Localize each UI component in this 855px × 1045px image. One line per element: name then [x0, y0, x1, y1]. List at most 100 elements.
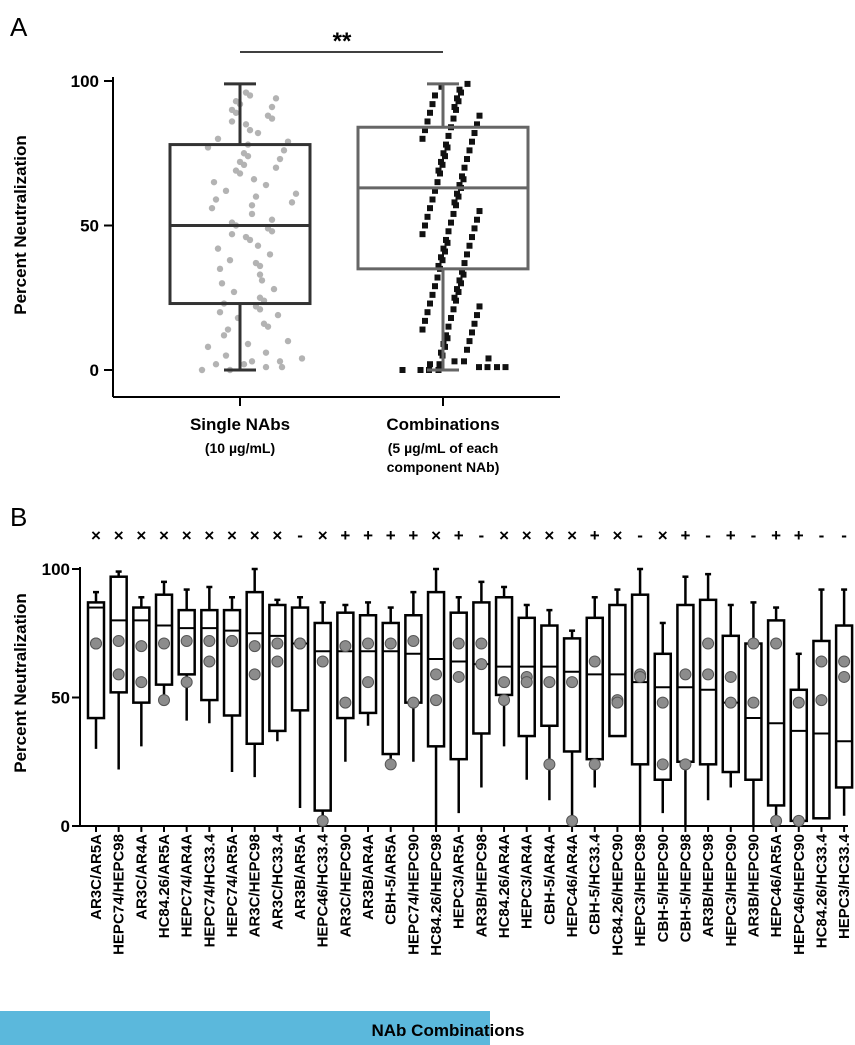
single-nab-point — [280, 147, 288, 154]
combination-point — [432, 187, 438, 194]
combination-point — [474, 312, 480, 319]
component-point — [294, 637, 307, 650]
panel-b-x-label: CBH-5/HC33.4 — [587, 833, 604, 935]
box-iqr — [789, 688, 809, 823]
component-point — [747, 637, 760, 650]
single-nab-point — [218, 280, 226, 287]
single-nab-point — [260, 320, 268, 327]
panel-a-category-label: Single NAbs — [190, 415, 290, 434]
panel-b-x-label: HEPC74/HEPC98 — [111, 834, 128, 955]
combination-point — [450, 210, 457, 217]
panel-b-x-label: HEPC46/HC33.4 — [315, 833, 332, 947]
combination-point — [422, 317, 428, 324]
component-point — [135, 640, 148, 653]
single-nab-point — [226, 256, 234, 264]
significance-label: ** — [333, 28, 352, 55]
panel-b-x-label: HC84.26/HEPC90 — [609, 834, 626, 956]
component-point — [316, 655, 329, 668]
single-nab-point — [248, 358, 256, 365]
significance-symbol: × — [114, 526, 124, 545]
component-point — [407, 696, 420, 709]
combination-point — [427, 361, 433, 368]
panel-b-x-label: HEPC46/AR4A — [564, 834, 581, 938]
significance-symbol: × — [227, 526, 237, 545]
significance-symbol: + — [680, 526, 690, 545]
significance-symbol: × — [182, 526, 192, 545]
combination-point — [424, 118, 431, 125]
panel-a-boxes — [168, 82, 530, 372]
component-point — [430, 694, 443, 707]
combination-point — [429, 291, 436, 298]
significance-symbol: + — [590, 526, 600, 545]
single-nab-point — [220, 332, 228, 339]
combination-point — [435, 167, 442, 174]
component-point — [475, 658, 488, 671]
single-nab-point — [262, 349, 270, 356]
box-iqr — [245, 590, 264, 746]
box-iqr — [653, 652, 672, 781]
combination-point — [476, 364, 482, 371]
panel-a-category-sublabel: component NAb) — [387, 459, 500, 475]
component-point — [520, 676, 533, 689]
panel-a-y-tick-label: 100 — [71, 72, 99, 91]
panel-b-x-label: HEPC74/AR5A — [224, 834, 241, 938]
combination-point — [456, 182, 463, 189]
component-point — [203, 634, 216, 647]
significance-symbol: × — [136, 526, 146, 545]
panel-b-x-label: AR3B/HEPC90 — [745, 834, 762, 937]
component-point — [248, 640, 261, 653]
combination-point — [424, 213, 431, 220]
component-point — [815, 694, 828, 707]
combination-point — [438, 158, 444, 165]
combination-point — [469, 329, 475, 336]
panel-b-x-label: HC84.26/AR4A — [496, 834, 513, 938]
panel-b-x-label: AR3C/AR5A — [88, 834, 105, 920]
significance-symbol: + — [726, 526, 736, 545]
single-nab-point — [216, 309, 224, 316]
combination-point — [464, 251, 470, 258]
single-nab-point — [210, 178, 218, 186]
significance-symbol: × — [272, 526, 282, 545]
combination-point — [419, 231, 426, 238]
component-point — [158, 637, 171, 650]
panel-b-significance-symbols: ×××××××××-×++++×+-××××+×-×+-+-++--+ — [91, 526, 847, 545]
component-point — [339, 640, 352, 653]
component-point — [747, 696, 760, 709]
component-point — [384, 758, 397, 771]
single-nab-point — [248, 202, 256, 209]
single-nab-point — [288, 199, 296, 206]
component-point — [679, 758, 692, 771]
component-point — [90, 637, 102, 650]
box-iqr — [608, 603, 627, 738]
single-nab-point — [262, 363, 270, 371]
combination-point — [474, 121, 480, 128]
combination-point — [451, 104, 458, 111]
combination-point — [466, 338, 473, 345]
box-iqr — [404, 614, 423, 704]
single-nab-point — [246, 126, 254, 134]
combination-point — [448, 219, 454, 226]
combination-point — [485, 355, 492, 362]
significance-symbol: + — [771, 526, 781, 545]
combination-point — [461, 358, 467, 365]
combination-point — [464, 80, 471, 87]
single-nab-point — [254, 242, 262, 249]
panel-b-x-label: CBH-5/HEPC98 — [677, 834, 694, 942]
component-point — [792, 696, 805, 709]
combination-point — [466, 242, 473, 249]
single-nab-point — [262, 181, 270, 189]
panel-b-x-label: AR3C/HEPC98 — [247, 834, 264, 937]
combination-point — [440, 245, 447, 252]
combination-point — [461, 164, 468, 171]
panel-b-axes: 0 50 100 — [42, 560, 848, 836]
component-point — [112, 634, 125, 647]
single-nab-point — [244, 340, 252, 348]
single-nab-point — [258, 277, 266, 284]
combination-point — [443, 141, 449, 148]
component-point — [339, 696, 352, 709]
combination-point — [427, 109, 433, 116]
box-iqr — [356, 125, 530, 271]
single-nab-point — [276, 358, 284, 365]
combination-point — [484, 364, 491, 371]
component-point — [271, 637, 284, 650]
